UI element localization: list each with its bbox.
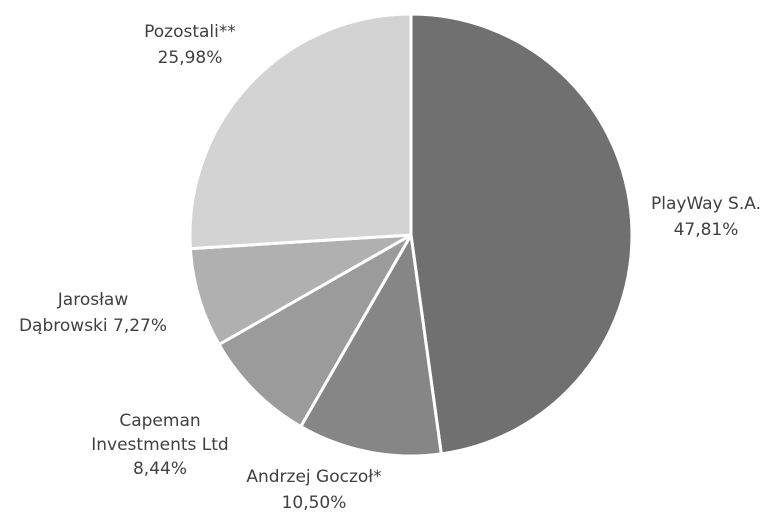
slice-label: Andrzej Goczoł* 10,50%	[246, 467, 381, 513]
pie-slice	[217, 233, 413, 429]
pie-slice	[409, 12, 634, 456]
slice-label-line: Investments Ltd	[91, 435, 228, 455]
pie-slice	[188, 233, 413, 346]
slice-label-line: 10,50%	[282, 493, 347, 513]
slice-label-line: Andrzej Goczoł*	[246, 467, 381, 487]
slice-label-line: 8,44%	[133, 459, 187, 479]
slice-label-line: Dąbrowski 7,27%	[19, 316, 167, 336]
pie-slice	[299, 233, 443, 458]
slice-label: Pozostali** 25,98%	[144, 22, 236, 68]
slice-label-line: PlayWay S.A.	[651, 194, 761, 214]
pie-slices	[188, 12, 634, 458]
slice-labels: PlayWay S.A. 47,81% Andrzej Goczoł* 10,50% C…	[19, 22, 761, 513]
slice-label-line: Capeman	[119, 411, 200, 431]
slice-label-line: Pozostali**	[144, 22, 236, 42]
slice-label: Capeman Investments Ltd 8,44%	[91, 411, 228, 479]
slice-label-line: 47,81%	[674, 220, 739, 240]
slice-label: Jarosław Dąbrowski 7,27%	[19, 290, 167, 336]
slice-label-line: 25,98%	[158, 48, 223, 68]
slice-label-line: Jarosław	[57, 290, 129, 310]
slice-label: PlayWay S.A. 47,81%	[651, 194, 761, 240]
pie-slice	[188, 12, 413, 251]
